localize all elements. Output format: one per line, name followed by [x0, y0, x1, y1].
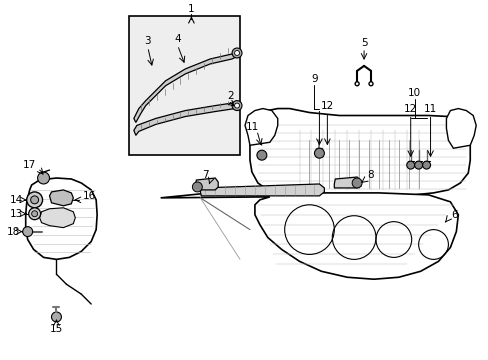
Text: 12: 12 — [320, 100, 333, 111]
Text: 11: 11 — [423, 104, 436, 113]
Text: 2: 2 — [226, 91, 233, 101]
Circle shape — [414, 161, 422, 169]
Circle shape — [314, 148, 324, 158]
Polygon shape — [40, 208, 75, 228]
Text: 7: 7 — [202, 170, 208, 180]
Text: 13: 13 — [10, 209, 23, 219]
Polygon shape — [26, 178, 97, 260]
Text: 16: 16 — [82, 191, 96, 201]
Circle shape — [256, 150, 266, 160]
Text: 17: 17 — [23, 160, 36, 170]
Circle shape — [38, 172, 49, 184]
Circle shape — [232, 100, 242, 111]
Polygon shape — [249, 109, 469, 196]
Text: 3: 3 — [144, 36, 151, 46]
Polygon shape — [200, 184, 324, 196]
Polygon shape — [334, 177, 360, 188]
Circle shape — [29, 208, 41, 220]
Circle shape — [32, 211, 38, 217]
Text: 10: 10 — [407, 88, 420, 98]
Text: 12: 12 — [403, 104, 416, 113]
Circle shape — [422, 161, 429, 169]
Text: 9: 9 — [310, 74, 317, 84]
Text: 4: 4 — [174, 34, 181, 44]
Circle shape — [51, 312, 61, 322]
Polygon shape — [134, 103, 238, 135]
Circle shape — [351, 178, 361, 188]
Circle shape — [368, 82, 372, 86]
Circle shape — [22, 227, 33, 237]
Text: 5: 5 — [360, 38, 366, 48]
Circle shape — [354, 82, 358, 86]
Polygon shape — [195, 178, 218, 190]
Circle shape — [232, 48, 242, 58]
Circle shape — [234, 103, 239, 108]
Polygon shape — [134, 51, 238, 122]
Text: 8: 8 — [367, 170, 373, 180]
Polygon shape — [244, 109, 277, 145]
Polygon shape — [446, 109, 475, 148]
Circle shape — [234, 50, 239, 55]
Text: 18: 18 — [7, 226, 20, 237]
Polygon shape — [49, 190, 73, 206]
Bar — [129, 16, 240, 155]
Circle shape — [406, 161, 414, 169]
Text: 15: 15 — [50, 324, 63, 334]
Circle shape — [192, 182, 202, 192]
Text: 6: 6 — [450, 210, 457, 220]
Text: 11: 11 — [245, 122, 258, 132]
Polygon shape — [161, 192, 457, 279]
Circle shape — [31, 196, 39, 204]
Circle shape — [27, 192, 42, 208]
Text: 14: 14 — [10, 195, 23, 205]
Text: 1: 1 — [188, 4, 194, 14]
